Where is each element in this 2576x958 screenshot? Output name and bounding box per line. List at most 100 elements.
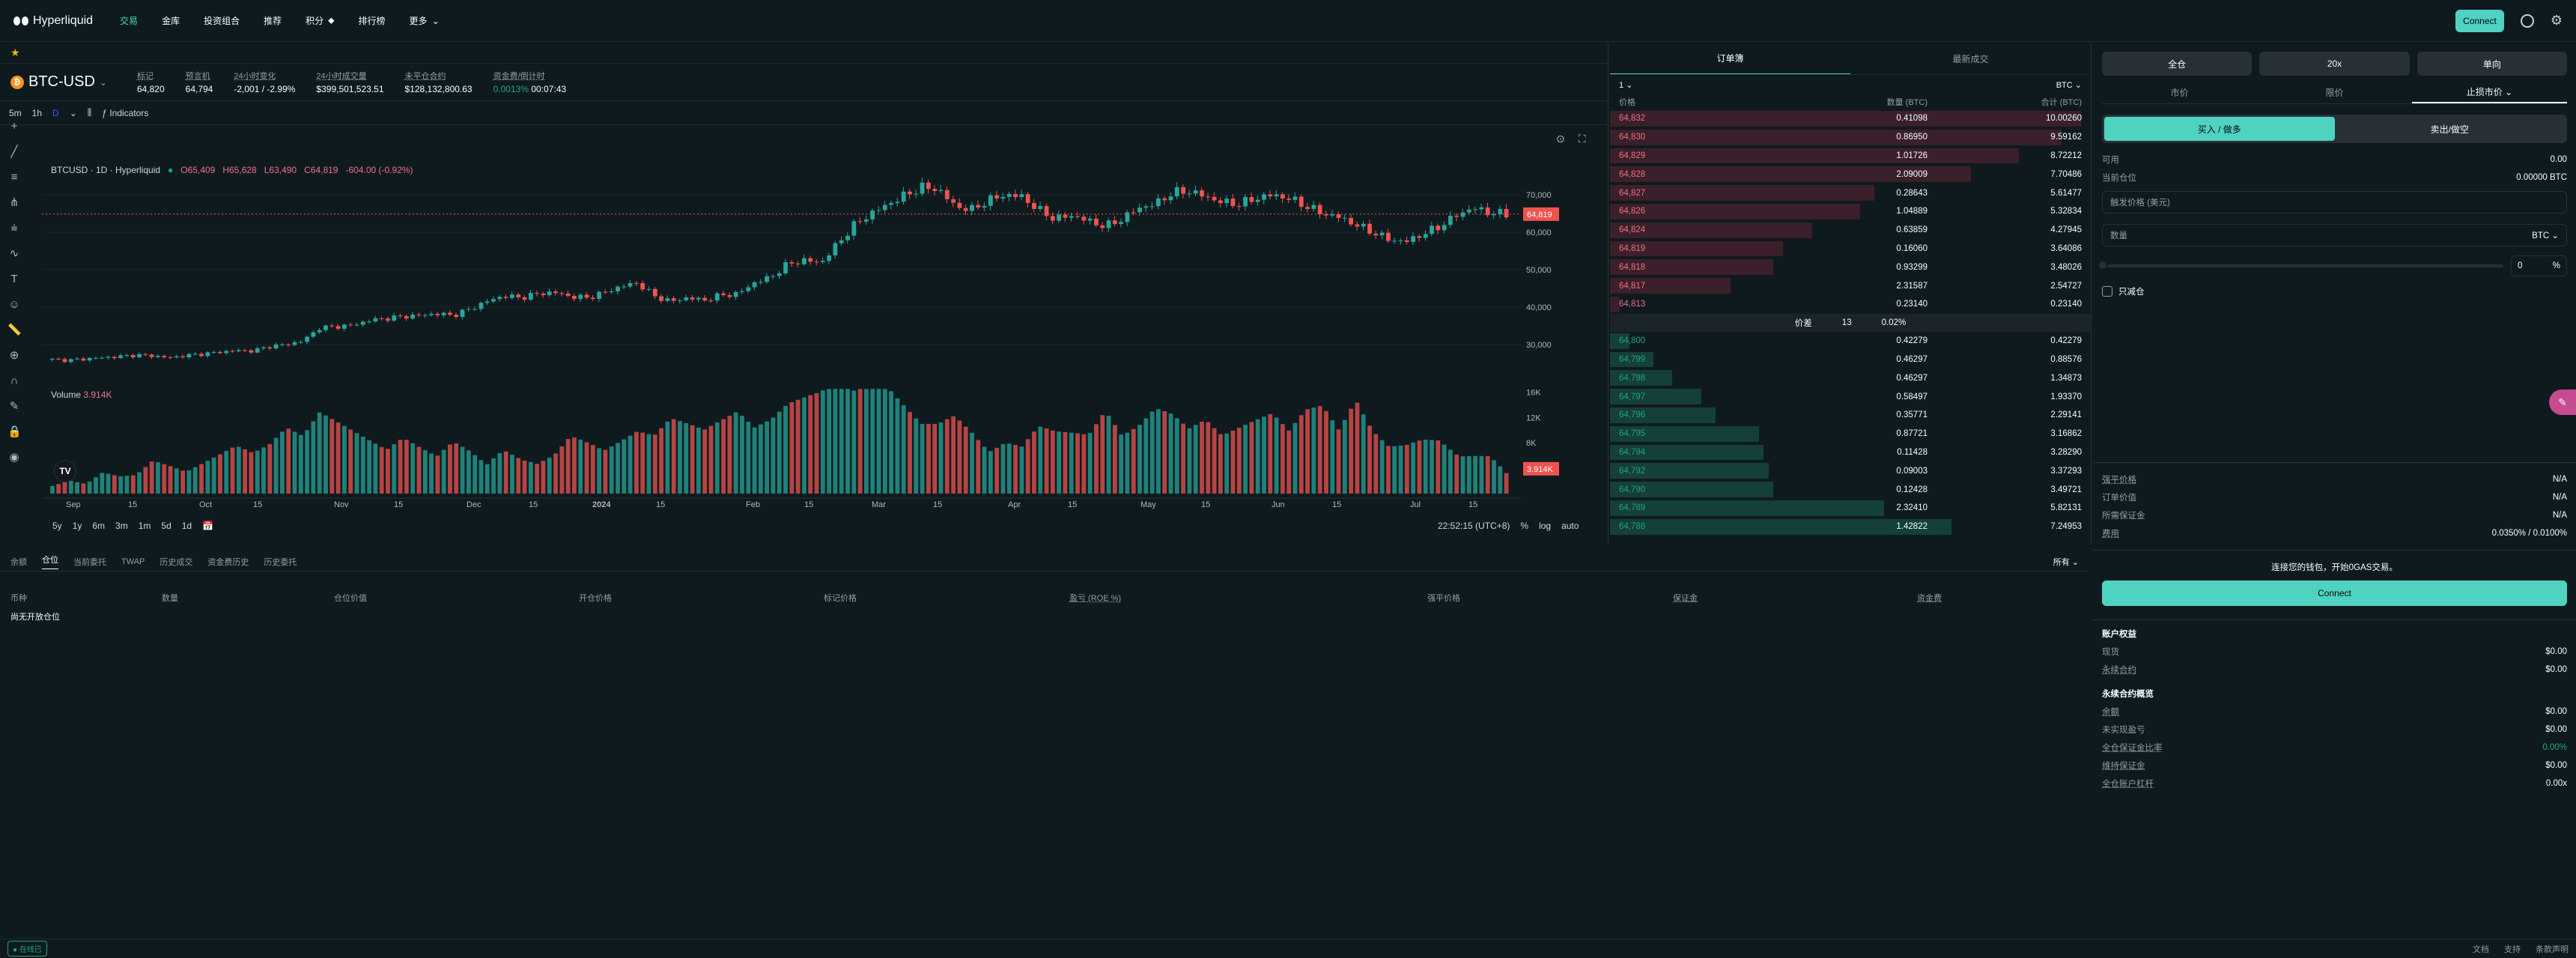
- favorite-star-icon[interactable]: ★: [0, 43, 1608, 64]
- filter-select[interactable]: 所有 ⌄: [2053, 556, 2079, 568]
- range-5d[interactable]: 5d: [161, 521, 171, 531]
- nav-leaderboard[interactable]: 排行榜: [358, 16, 386, 26]
- bid-row[interactable]: 64,796 0.35771 2.29141: [1610, 406, 2091, 425]
- fib-icon[interactable]: ⩧: [10, 222, 18, 234]
- nav-referrals[interactable]: 推荐: [264, 16, 282, 26]
- emoji-icon[interactable]: ☺: [8, 298, 20, 311]
- tab-market[interactable]: 市价: [2170, 88, 2189, 98]
- ask-row[interactable]: 64,832 0.41098 10.00260: [1610, 109, 2091, 128]
- range-1m[interactable]: 1m: [138, 521, 151, 531]
- bid-row[interactable]: 64,789 2.32410 5.82131: [1610, 499, 2091, 518]
- tab-stop-market[interactable]: 止损市价 ⌄: [2412, 82, 2567, 103]
- bid-row[interactable]: 64,799 0.46297 0.88576: [1610, 351, 2091, 369]
- interval-d[interactable]: D: [52, 107, 59, 118]
- fullscreen-icon[interactable]: ⛶: [1578, 133, 1586, 145]
- floating-assistant-icon[interactable]: ✎: [2549, 389, 2576, 415]
- brush-icon[interactable]: ∿: [9, 247, 19, 260]
- ask-row[interactable]: 64,829 1.01726 8.72212: [1610, 147, 2091, 166]
- ask-row[interactable]: 64,824 0.63859 4.27945: [1610, 221, 2091, 240]
- tab-trades[interactable]: 最新成交: [1952, 53, 1989, 64]
- nav-more[interactable]: 更多 ⌄: [410, 14, 440, 27]
- clock-readout[interactable]: 22:52:15 (UTC+8): [1438, 521, 1510, 531]
- tab-orderbook[interactable]: 订单簿: [1610, 43, 1850, 74]
- candle-type-icon[interactable]: ⫼: [87, 107, 92, 118]
- nav-vaults[interactable]: 金库: [162, 16, 180, 26]
- price-chart[interactable]: 70,000 60,000 50,000 40,000 30,000 16K 12K 8K 64…: [42, 109, 1562, 517]
- connect-wallet-button[interactable]: Connect: [2102, 580, 2567, 606]
- range-1d[interactable]: 1d: [181, 521, 192, 531]
- eye-icon[interactable]: ◉: [9, 451, 19, 464]
- size-slider[interactable]: [2097, 260, 2503, 270]
- ask-row[interactable]: 64,827 0.28643 5.61477: [1610, 184, 2091, 202]
- size-unit-select[interactable]: BTC ⌄: [2532, 230, 2559, 240]
- gear-icon[interactable]: ⚙: [2550, 13, 2563, 28]
- bid-row[interactable]: 64,794 0.11428 3.28290: [1610, 443, 2091, 462]
- text-icon[interactable]: T: [10, 273, 18, 285]
- percent-input[interactable]: 0%: [2511, 255, 2567, 276]
- magnet-icon[interactable]: ∩: [10, 375, 19, 387]
- range-6m[interactable]: 6m: [92, 521, 106, 531]
- percent-toggle[interactable]: %: [1520, 521, 1529, 531]
- ask-row[interactable]: 64,828 2.09009 7.70486: [1610, 165, 2091, 184]
- footer-link-support[interactable]: 支持: [2504, 945, 2521, 954]
- position-mode-button[interactable]: 单向: [2416, 52, 2567, 76]
- screenshot-icon[interactable]: ⊙: [1556, 133, 1565, 145]
- ask-row[interactable]: 64,813 0.23140 0.23140: [1610, 295, 2091, 314]
- bid-row[interactable]: 64,797 0.58497 1.93370: [1610, 387, 2091, 406]
- log-toggle[interactable]: log: [1539, 521, 1552, 531]
- bid-row[interactable]: 64,790 0.12428 3.49721: [1610, 480, 2091, 499]
- globe-icon[interactable]: [2520, 13, 2534, 28]
- tab-open-orders[interactable]: 当前委托: [73, 557, 106, 567]
- leverage-button[interactable]: 20x: [2259, 52, 2410, 76]
- tab-twap[interactable]: TWAP: [121, 557, 145, 566]
- nav-portfolio[interactable]: 投资组合: [204, 16, 240, 26]
- range-3m[interactable]: 3m: [115, 521, 128, 531]
- indicators-button[interactable]: ƒ Indicators: [102, 108, 148, 118]
- zoom-icon[interactable]: ⊕: [9, 349, 19, 362]
- ask-row[interactable]: 64,830 0.86950 9.59162: [1610, 128, 2091, 147]
- bid-row[interactable]: 64,798 0.46297 1.34873: [1610, 369, 2091, 387]
- col-position-value[interactable]: 仓位价值: [334, 594, 367, 603]
- trigger-price-input[interactable]: 触发价格 (美元): [2102, 191, 2567, 213]
- precision-select[interactable]: 1 ⌄: [1619, 80, 1632, 90]
- tradingview-logo-icon[interactable]: TV: [54, 460, 76, 482]
- pencil-lock-icon[interactable]: ✎: [9, 400, 19, 413]
- ask-row[interactable]: 64,826 1.04889 5.32834: [1610, 202, 2091, 221]
- range-5y[interactable]: 5y: [52, 521, 62, 531]
- ask-row[interactable]: 64,819 0.16060 3.64086: [1610, 240, 2091, 258]
- crosshair-icon[interactable]: +: [10, 120, 18, 133]
- bid-row[interactable]: 64,792 0.09003 3.37293: [1610, 461, 2091, 480]
- tab-positions[interactable]: 仓位: [42, 554, 58, 569]
- bid-row[interactable]: 64,788 1.42822 7.24953: [1610, 518, 2091, 536]
- interval-1h[interactable]: 1h: [31, 107, 43, 118]
- size-input[interactable]: 数量 BTC ⌄: [2102, 224, 2567, 246]
- nav-points[interactable]: 积分 ⬥: [306, 14, 334, 27]
- bid-row[interactable]: 64,800 0.42279 0.42279: [1610, 332, 2091, 351]
- tab-balances[interactable]: 余额: [10, 557, 27, 567]
- symbol-selector[interactable]: ₿ BTC-USD ⌄: [10, 73, 107, 91]
- ruler-icon[interactable]: 📏: [7, 324, 22, 336]
- margin-mode-button[interactable]: 全仓: [2102, 52, 2253, 76]
- range-1y[interactable]: 1y: [72, 521, 82, 531]
- footer-link-docs[interactable]: 文档: [2473, 945, 2489, 954]
- pitchfork-icon[interactable]: ⋔: [9, 196, 19, 209]
- horizontal-lines-icon[interactable]: ≡: [10, 171, 18, 184]
- sell-short-button[interactable]: 卖出/做空: [2430, 124, 2469, 135]
- auto-toggle[interactable]: auto: [1561, 521, 1579, 531]
- calendar-icon[interactable]: 📅: [202, 521, 214, 531]
- checkbox-box[interactable]: [2102, 286, 2112, 297]
- reduce-only-checkbox[interactable]: 只减仓: [2102, 285, 2567, 297]
- tab-trade-history[interactable]: 历史成交: [160, 557, 193, 567]
- tab-order-history[interactable]: 历史委托: [264, 557, 297, 567]
- nav-trade[interactable]: 交易: [120, 16, 139, 26]
- tab-funding-history[interactable]: 资金费历史: [207, 557, 249, 567]
- footer-link-terms[interactable]: 条款声明: [2536, 945, 2569, 954]
- interval-5m[interactable]: 5m: [9, 107, 22, 118]
- unit-select[interactable]: BTC ⌄: [2056, 80, 2082, 90]
- chevron-down-icon[interactable]: ⌄: [69, 107, 77, 118]
- bid-row[interactable]: 64,795 0.87721 3.16862: [1610, 425, 2091, 443]
- logo[interactable]: Hyperliquid: [13, 14, 93, 28]
- slider-knob[interactable]: [2097, 260, 2108, 270]
- trendline-icon[interactable]: ╱: [10, 145, 18, 158]
- ask-row[interactable]: 64,818 0.93299 3.48026: [1610, 258, 2091, 276]
